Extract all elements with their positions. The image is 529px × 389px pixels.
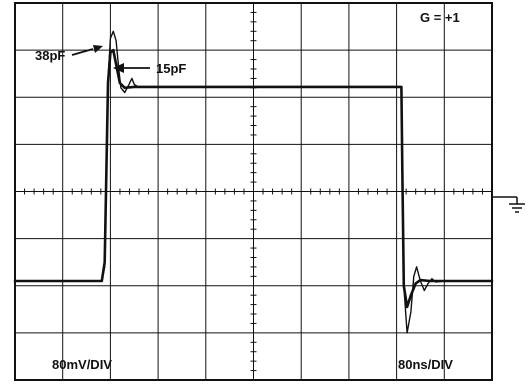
plot-frame [14,2,493,381]
annotation-38pf: 38pF [35,48,65,63]
vertical-scale-label: 80mV/DIV [52,357,112,372]
annotation-15pf-arrowhead [113,63,124,73]
traces [13,30,494,334]
annotation-38pf-arrowhead [93,45,103,53]
ground-icon [492,196,525,213]
graticule-center-ticks [24,11,483,372]
annotation-15pf: 15pF [156,61,186,76]
annotation-38pf-arrow-line [71,48,94,56]
gain-label: G = +1 [420,10,460,25]
graticule-grid [15,3,492,380]
horizontal-scale-label: 80ns/DIV [398,357,453,372]
trace-15pf [13,48,494,309]
